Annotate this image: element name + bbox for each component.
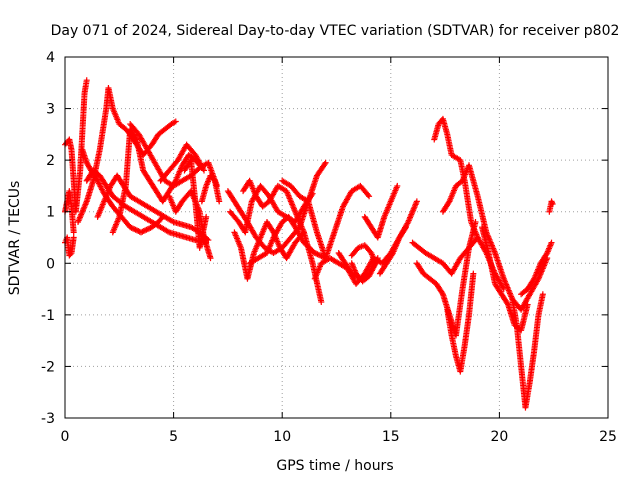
series-track-s bbox=[279, 177, 373, 262]
y-tick-label: -1 bbox=[41, 308, 55, 324]
data-layer bbox=[62, 77, 556, 411]
data-point bbox=[366, 193, 373, 200]
data-point bbox=[318, 298, 325, 305]
series-track-m bbox=[198, 172, 223, 205]
series-track-ac bbox=[444, 270, 477, 375]
data-point bbox=[374, 255, 381, 262]
data-point bbox=[70, 229, 77, 236]
data-point bbox=[139, 228, 146, 235]
data-point bbox=[138, 229, 145, 236]
x-tick-label: 0 bbox=[61, 429, 70, 445]
data-point bbox=[129, 225, 136, 232]
x-tick-label: 15 bbox=[382, 429, 400, 445]
data-point bbox=[524, 301, 531, 308]
y-tick-label: 3 bbox=[46, 102, 55, 118]
data-point bbox=[207, 255, 214, 262]
series-track-j bbox=[157, 141, 208, 184]
series-track-b bbox=[62, 188, 77, 236]
data-point bbox=[313, 250, 320, 257]
series-track-aa bbox=[431, 115, 481, 241]
data-point bbox=[403, 224, 410, 231]
data-point bbox=[474, 234, 481, 241]
data-point bbox=[402, 225, 409, 232]
data-point bbox=[143, 226, 150, 233]
data-point bbox=[321, 161, 328, 168]
x-tick-label: 5 bbox=[169, 429, 178, 445]
data-point bbox=[322, 159, 329, 166]
data-point bbox=[470, 270, 477, 277]
data-point bbox=[394, 182, 401, 189]
data-point bbox=[140, 228, 147, 235]
data-point bbox=[311, 249, 318, 256]
data-point bbox=[131, 226, 138, 233]
series-track-w bbox=[361, 182, 401, 241]
data-point bbox=[127, 224, 134, 231]
series-track-v bbox=[348, 242, 379, 285]
series-track-ag bbox=[546, 198, 556, 215]
y-axis-label: SDTVAR / TECUs bbox=[7, 181, 23, 296]
y-tick-label: 4 bbox=[46, 50, 55, 66]
data-point bbox=[67, 251, 74, 258]
data-point bbox=[413, 198, 420, 205]
series-track-r bbox=[246, 213, 329, 267]
data-point bbox=[83, 77, 90, 84]
y-tick-label: -3 bbox=[41, 411, 55, 427]
series-track-ab bbox=[439, 162, 551, 313]
series-track-ad bbox=[479, 224, 531, 334]
data-point bbox=[308, 191, 315, 198]
data-point bbox=[133, 227, 140, 234]
x-tick-label: 25 bbox=[599, 429, 617, 445]
data-point bbox=[549, 200, 556, 207]
grid bbox=[65, 57, 608, 418]
y-tick-label: 0 bbox=[46, 256, 55, 272]
plot-frame bbox=[64, 56, 609, 419]
data-point bbox=[439, 289, 446, 296]
data-point bbox=[364, 191, 371, 198]
data-point bbox=[216, 198, 223, 205]
data-point bbox=[315, 251, 322, 258]
series-track-af bbox=[518, 239, 555, 298]
series-track-q bbox=[240, 177, 307, 236]
data-point bbox=[203, 213, 210, 220]
data-point bbox=[348, 260, 355, 267]
data-point bbox=[201, 167, 208, 174]
data-point bbox=[300, 229, 307, 236]
data-point bbox=[128, 224, 135, 231]
data-point bbox=[548, 239, 555, 246]
data-point bbox=[135, 228, 142, 235]
x-axis-label: GPS time / hours bbox=[276, 458, 393, 474]
series-track-x bbox=[376, 224, 410, 277]
data-point bbox=[142, 227, 149, 234]
axis-ticks: 0 5 10 15 20 25 -3 -2 -1 0 1 2 3 4 bbox=[41, 50, 617, 445]
series-track-ae bbox=[509, 291, 546, 411]
y-tick-label: 1 bbox=[46, 205, 55, 221]
data-point bbox=[144, 226, 151, 233]
x-tick-label: 20 bbox=[490, 429, 508, 445]
series-track-g bbox=[94, 172, 212, 244]
data-point bbox=[539, 291, 546, 298]
data-point bbox=[132, 226, 139, 233]
data-point bbox=[309, 190, 316, 197]
chart-title: Day 071 of 2024, Sidereal Day-to-day VTE… bbox=[51, 23, 620, 39]
data-point bbox=[146, 225, 153, 232]
y-tick-label: 2 bbox=[46, 153, 55, 169]
data-point bbox=[504, 300, 511, 307]
data-point bbox=[314, 251, 321, 258]
data-point bbox=[172, 118, 179, 125]
series-track-o bbox=[227, 182, 316, 236]
series-track-c bbox=[62, 234, 77, 259]
y-tick-label: -2 bbox=[41, 359, 55, 375]
data-point bbox=[132, 135, 139, 142]
x-tick-label: 10 bbox=[273, 429, 291, 445]
series-track-l bbox=[181, 157, 210, 251]
data-point bbox=[70, 234, 77, 241]
